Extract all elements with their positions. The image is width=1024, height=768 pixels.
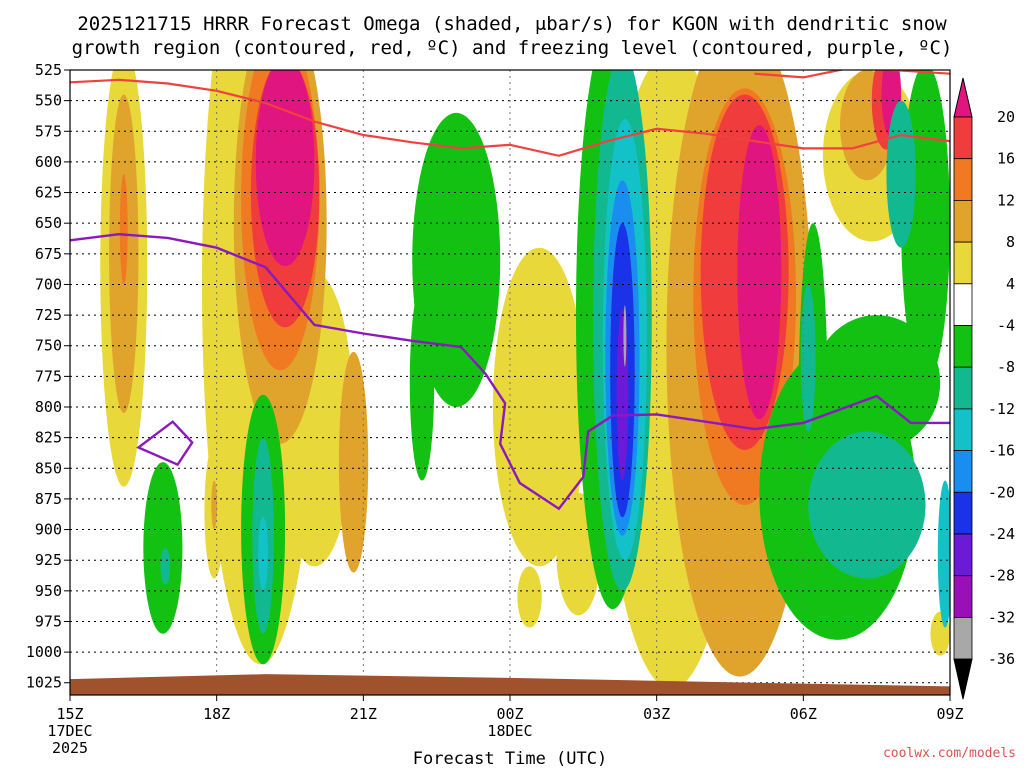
colorbar-bin-5	[953, 283, 973, 326]
colorbar-bin-13	[953, 617, 973, 660]
colorbar-bin-6	[953, 325, 973, 368]
y-tick-label-900: 900	[35, 521, 62, 539]
omega-feature-o8-11	[211, 480, 218, 530]
colorbar-label--28: -28	[988, 567, 1015, 585]
y-tick-label-875: 875	[35, 490, 62, 508]
dendritic-growth-region-contour	[70, 78, 950, 157]
colorbar-bin-4	[953, 241, 973, 285]
x-tick-label-00Z: 00Z	[496, 705, 523, 723]
colorbar-label-8: 8	[1006, 233, 1015, 251]
omega-feature-n12-30	[258, 517, 268, 591]
omega-feature-n24-38	[616, 308, 629, 481]
x-tick-label-15Z: 15Z	[56, 705, 83, 723]
y-axis: 525 550 575 600 625 650 675 700 725 750 775 800 825 8…	[26, 61, 70, 692]
y-tick-label-650: 650	[35, 214, 62, 232]
y-tick-label-550: 550	[35, 92, 62, 110]
colorbar-label--16: -16	[988, 442, 1015, 460]
colorbar-bin-12	[953, 575, 973, 618]
colorbar-bin-10	[953, 491, 973, 535]
colorbar-label--12: -12	[988, 400, 1015, 418]
omega-feature-n8-27	[160, 547, 171, 585]
freezing-level-closed-contour	[136, 420, 194, 467]
x-tick-date-00Z: 18DEC	[487, 722, 532, 740]
x-tick-year-15Z: 2025	[52, 739, 88, 757]
chart-title-line-1: 2025121715 HRRR Forecast Omega (shaded, …	[77, 13, 947, 35]
colorbar: 20 16 12 8 4 -4 -8 -12 -16 -20 -24 -28 -32 -36	[953, 77, 1015, 700]
colorbar-label--8: -8	[997, 358, 1015, 376]
y-tick-label-925: 925	[35, 551, 62, 569]
y-tick-label-1025: 1025	[26, 674, 62, 692]
colorbar-top-arrow	[953, 77, 973, 118]
omega-feature-n8-44	[886, 100, 916, 248]
y-tick-label-1000: 1000	[26, 643, 62, 661]
colorbar-label--36: -36	[988, 650, 1015, 668]
colorbar-label-20: 20	[997, 108, 1015, 126]
terrain-fill	[70, 674, 950, 695]
y-tick-label-850: 850	[35, 459, 62, 477]
omega-feature-o12-2	[119, 174, 128, 285]
x-tick-date-15Z: 17DEC	[47, 722, 92, 740]
y-tick-label-675: 675	[35, 245, 62, 263]
credit-text: coolwx.com/models	[883, 746, 1016, 761]
y-tick-label-800: 800	[35, 398, 62, 416]
omega-feature-n8-45	[808, 431, 926, 579]
y-tick-label-775: 775	[35, 367, 62, 385]
y-tick-label-625: 625	[35, 184, 62, 202]
colorbar-bottom-arrow	[953, 658, 973, 700]
chart-title-line-2: growth region (contoured, red, ºC) and f…	[72, 37, 953, 59]
omega-feature-n4-31	[412, 112, 501, 408]
y-tick-label-525: 525	[35, 61, 62, 79]
x-tick-label-03Z: 03Z	[643, 705, 670, 723]
colorbar-label--20: -20	[988, 483, 1015, 501]
colorbar-bin-9	[953, 450, 973, 493]
y-tick-label-600: 600	[35, 153, 62, 171]
colorbar-label-16: 16	[997, 150, 1015, 168]
colorbar-label-12: 12	[997, 191, 1015, 209]
omega-feature-n4-26	[143, 462, 183, 634]
x-tick-label-09Z: 09Z	[936, 705, 963, 723]
y-tick-label-700: 700	[35, 275, 62, 293]
colorbar-bin-3	[953, 199, 973, 243]
omega-feature-o20-20	[737, 125, 782, 420]
omega-feature-n8-46	[800, 284, 816, 432]
freezing-level-contour	[70, 232, 950, 511]
x-tick-label-21Z: 21Z	[350, 705, 377, 723]
colorbar-label--32: -32	[988, 608, 1015, 626]
colorbar-bin-2	[953, 158, 973, 201]
colorbar-bin-1	[953, 116, 973, 160]
y-tick-label-975: 975	[35, 612, 62, 630]
x-tick-label-18Z: 18Z	[203, 705, 230, 723]
omega-shading	[100, 70, 950, 689]
gridlines	[70, 70, 950, 695]
omega-feature-n4-43	[813, 315, 941, 450]
omega-feature-n4-32	[409, 284, 435, 481]
plot-area	[70, 70, 950, 695]
colorbar-label--4: -4	[997, 317, 1015, 335]
y-tick-label-825: 825	[35, 429, 62, 447]
y-tick-label-950: 950	[35, 582, 62, 600]
omega-feature-o20-9	[255, 70, 315, 267]
colorbar-label-4: 4	[1006, 275, 1015, 293]
x-axis-label: Forecast Time (UTC)	[413, 749, 607, 768]
y-tick-label-575: 575	[35, 122, 62, 140]
colorbar-bin-8	[953, 408, 973, 451]
omega-feature-n32-39	[623, 305, 627, 367]
colorbar-bin-11	[953, 533, 973, 577]
x-tick-label-06Z: 06Z	[790, 705, 817, 723]
colorbar-label--24: -24	[988, 525, 1015, 543]
y-tick-label-750: 750	[35, 337, 62, 355]
colorbar-bin-7	[953, 366, 973, 410]
y-tick-label-725: 725	[35, 306, 62, 324]
omega-feature-o4-13	[517, 566, 542, 628]
